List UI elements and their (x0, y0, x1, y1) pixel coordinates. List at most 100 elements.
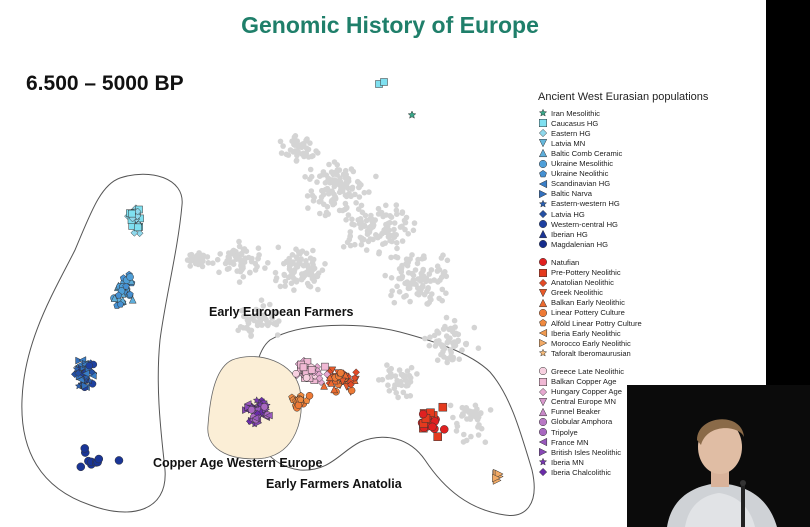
legend-entry-label: British Isles Neolithic (551, 447, 622, 457)
circle-marker-icon (539, 308, 547, 317)
star-marker-icon (538, 108, 548, 117)
circle-marker-icon (539, 367, 547, 376)
legend-entry-label: Baltic Narva (551, 189, 592, 199)
star-marker-icon (538, 199, 548, 208)
legend-entry: Greek Neolithic (538, 288, 603, 298)
time-period-label: 6.500 – 5000 BP (26, 72, 184, 95)
legend-entry-label: Globular Amphora (551, 417, 613, 427)
legend-entry-label: Scandinavian HG (551, 179, 611, 189)
presenter-silhouette (627, 385, 810, 527)
legend-entry-label: Caucasus HG (551, 118, 599, 128)
tri-left-marker-icon (538, 328, 548, 338)
label-early-farmers-anatolia: Early Farmers Anatolia (266, 477, 402, 491)
legend-entry-label: Pre-Pottery Neolithic (551, 268, 621, 277)
legend-entry: Pre-Pottery Neolithic (538, 268, 621, 278)
tri-right-marker-icon (539, 339, 548, 348)
legend-entry: Linear Pottery Culture (538, 308, 625, 318)
legend-entry: Iberia MN (538, 457, 584, 467)
legend-entry: Funnel Beaker (538, 407, 600, 417)
sample-points (70, 78, 504, 485)
legend-entry: Caucasus HG (538, 118, 598, 128)
legend-entry: Iran Mesolithic (538, 108, 600, 118)
square-marker-icon (539, 119, 547, 128)
diamond-marker-icon (538, 278, 548, 287)
legend-entry-label: Greek Neolithic (551, 288, 603, 298)
legend-entry: Balkan Early Neolithic (538, 298, 625, 308)
legend-entry: Latvia MN (538, 138, 585, 148)
circle-marker-icon (539, 159, 547, 168)
legend-entry-label: Eastern HG (551, 128, 591, 138)
legend-entry: Balkan Copper Age (538, 377, 616, 387)
legend-entry-label: Hungary Copper Age (551, 387, 622, 397)
circle-marker-icon (539, 417, 547, 426)
legend-entry: Baltic Comb Ceramic (538, 148, 622, 158)
label-copper-age-western-europe: Copper Age Western Europe (153, 456, 323, 470)
legend-entry: British Isles Neolithic (538, 447, 621, 457)
legend-entry-label: Morocco Early Neolithic (551, 338, 631, 348)
legend-entry-label: Central Europe MN (551, 397, 616, 407)
legend-entry-label: Eastern-western HG (551, 199, 620, 209)
legend-entry: Iberia Chalcolithic (538, 467, 611, 477)
legend-entry: Tripolye (538, 427, 578, 437)
legend-entry: Ukraine Neolithic (538, 169, 608, 179)
diamond-marker-icon (538, 129, 548, 138)
tri-down-marker-icon (538, 288, 548, 298)
tri-right-marker-icon (539, 189, 548, 199)
tri-left-marker-icon (538, 179, 548, 188)
legend-entry: Greece Late Neolithic (538, 366, 624, 376)
presenter-video (627, 385, 810, 527)
legend-entry: Morocco Early Neolithic (538, 338, 631, 348)
legend-entry: France MN (538, 437, 589, 447)
star-marker-icon (538, 348, 548, 357)
triangle-marker-icon (538, 149, 548, 158)
legend-entry-label: Ukraine Mesolithic (551, 159, 614, 168)
pentagon-marker-icon (539, 169, 547, 177)
legend-entry: Baltic Narva (538, 189, 592, 199)
legend-entry-label: Balkan Early Neolithic (551, 298, 625, 308)
circle-marker-icon (539, 428, 547, 436)
legend-entry-label: Ukraine Neolithic (551, 169, 609, 179)
tri-right-marker-icon (539, 448, 548, 457)
circle-marker-icon (539, 220, 547, 229)
label-early-european-farmers: Early European Farmers (209, 305, 354, 319)
legend-entry-label: Balkan Copper Age (551, 377, 617, 386)
legend-entry-label: France MN (551, 437, 589, 447)
legend-entry-label: Iran Mesolithic (551, 108, 600, 118)
circle-marker-icon (539, 240, 547, 249)
legend-entry: Taforalt Iberomaurusian (538, 348, 631, 358)
legend-entry-label: Magdalenian HG (551, 239, 608, 249)
legend-entry-label: Linear Pottery Culture (551, 308, 625, 318)
legend-entry-label: Funnel Beaker (551, 407, 601, 417)
legend-entry: Eastern HG (538, 128, 591, 138)
star-marker-icon (538, 457, 548, 466)
legend-entry: Ukraine Mesolithic (538, 159, 613, 169)
legend-entry: Scandinavian HG (538, 179, 610, 189)
legend-entry: Natufian (538, 257, 579, 267)
diamond-marker-icon (538, 209, 548, 219)
tri-left-marker-icon (538, 437, 548, 447)
legend-entry-label: Anatolian Neolithic (551, 278, 614, 288)
triangle-marker-icon (538, 298, 548, 307)
legend-entry-label: Iberia MN (551, 457, 584, 467)
legend-entry: Central Europe MN (538, 397, 616, 407)
legend-entry-label: Iberia Early Neolithic (551, 328, 621, 338)
legend-title: Ancient West Eurasian populations (538, 91, 709, 103)
legend-entry: Anatolian Neolithic (538, 278, 614, 288)
legend-entry-label: Iberia Chalcolithic (551, 467, 611, 477)
circle-marker-icon (539, 258, 547, 267)
hunter-gatherer-cluster-outline (21, 173, 183, 513)
legend-entry-label: Tripolye (551, 427, 578, 437)
square-marker-icon (539, 268, 547, 277)
legend-entry-label: Alföld Linear Pottry Culture (551, 318, 642, 328)
legend-entry: Hungary Copper Age (538, 387, 622, 397)
slide-title: Genomic History of Europe (241, 12, 539, 38)
legend-entry: Latvia HG (538, 209, 585, 219)
legend-entry-label: Western-central HG (551, 219, 618, 229)
legend-entry: Magdalenian HG (538, 239, 608, 249)
tri-down-marker-icon (538, 139, 548, 148)
legend-entry-label: Latvia HG (551, 209, 585, 219)
legend-entry: Globular Amphora (538, 417, 612, 427)
legend-entry-label: Greece Late Neolithic (551, 366, 625, 376)
